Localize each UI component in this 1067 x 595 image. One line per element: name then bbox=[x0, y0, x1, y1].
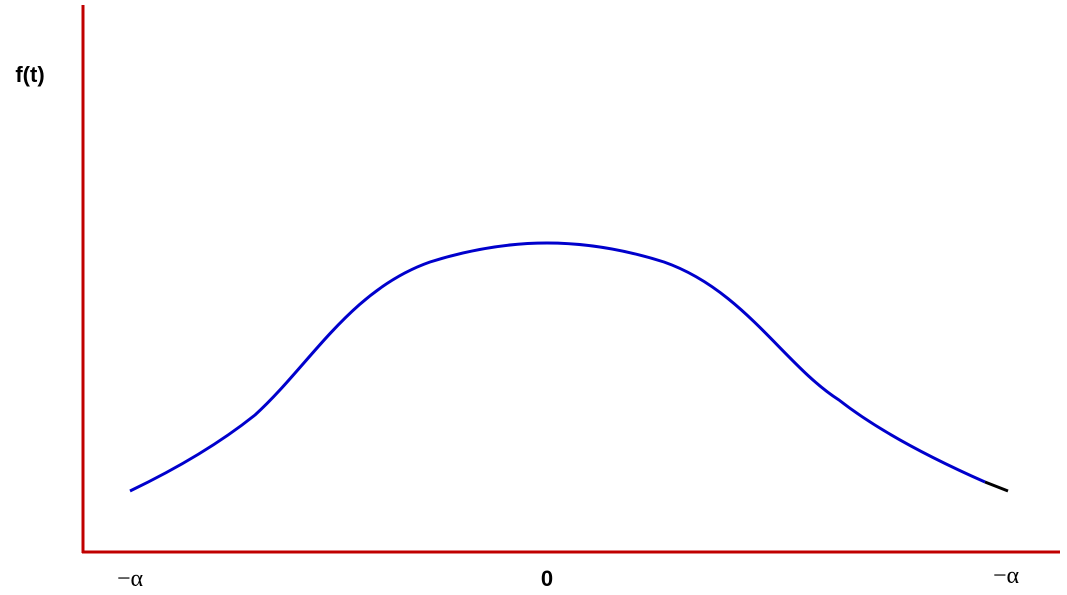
x-label: 0 bbox=[541, 566, 553, 591]
x-label: −α bbox=[117, 566, 144, 592]
x-label: −α bbox=[993, 563, 1020, 589]
curve-end bbox=[984, 480, 1009, 493]
curve bbox=[129, 241, 986, 493]
y-axis-label: f(t) bbox=[15, 62, 44, 87]
